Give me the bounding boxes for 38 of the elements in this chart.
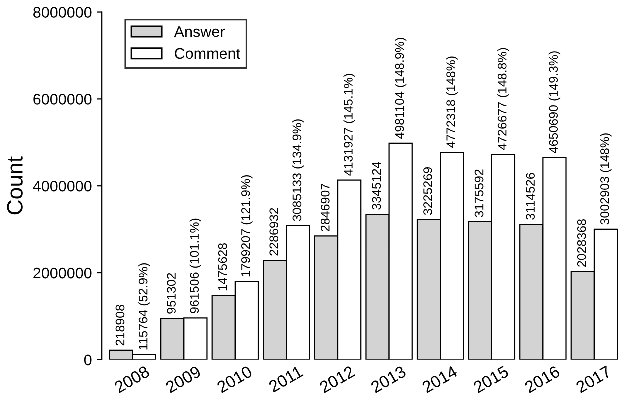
data-label: 218908 bbox=[116, 305, 125, 346]
data-label: 951302 bbox=[167, 273, 176, 314]
x-tick-label: 2008 bbox=[114, 366, 151, 394]
x-tick-label: 2009 bbox=[165, 366, 202, 394]
data-label: 1799207 (121.9%) bbox=[241, 175, 253, 277]
x-tick-label: 2016 bbox=[524, 366, 561, 394]
x-tick-label: 2014 bbox=[422, 365, 458, 394]
legend-label: Answer bbox=[174, 26, 225, 38]
data-label: 4131927 (145.1%) bbox=[344, 74, 356, 176]
y-tick-label: 2000000 bbox=[34, 268, 92, 279]
y-tick-label: 0 bbox=[84, 354, 92, 366]
data-label: 3345124 bbox=[372, 162, 382, 210]
y-tick-label: 4000000 bbox=[33, 180, 92, 192]
x-tick-label: 2015 bbox=[472, 366, 510, 394]
x-tick-label: 2011 bbox=[268, 366, 304, 393]
data-label: 4772318 (148%) bbox=[446, 56, 458, 148]
data-label: 1475628 bbox=[218, 244, 228, 291]
data-label: 3085133 (134.9%) bbox=[292, 120, 304, 222]
data-label: 3002903 (148%) bbox=[600, 134, 612, 225]
x-tick-label: 2010 bbox=[216, 365, 254, 394]
data-label: 115764 (52.9%) bbox=[138, 263, 150, 350]
x-tick-label: 2013 bbox=[370, 366, 407, 394]
data-label: 3114526 bbox=[526, 173, 535, 220]
data-label: 4726677 (148.8%) bbox=[498, 48, 510, 150]
x-tick-label: 2012 bbox=[319, 366, 356, 394]
y-tick-label: 8000000 bbox=[34, 7, 92, 18]
x-tick-label: 2017 bbox=[575, 366, 612, 394]
data-label: 961506 (101.1%) bbox=[190, 218, 202, 314]
y-axis-title: Count bbox=[7, 156, 23, 215]
data-label: 2028368 bbox=[577, 219, 586, 267]
legend-label: Comment bbox=[175, 48, 240, 60]
y-tick-label: 6000000 bbox=[34, 94, 92, 105]
data-label: 2286932 bbox=[270, 208, 279, 256]
data-label: 4981104 (148.9%) bbox=[395, 38, 407, 140]
data-label: 3225269 bbox=[424, 168, 432, 216]
data-label: 2846907 bbox=[320, 184, 330, 232]
data-label: 4650690 (149.3%) bbox=[548, 52, 561, 154]
data-label: 3175592 bbox=[474, 170, 484, 218]
